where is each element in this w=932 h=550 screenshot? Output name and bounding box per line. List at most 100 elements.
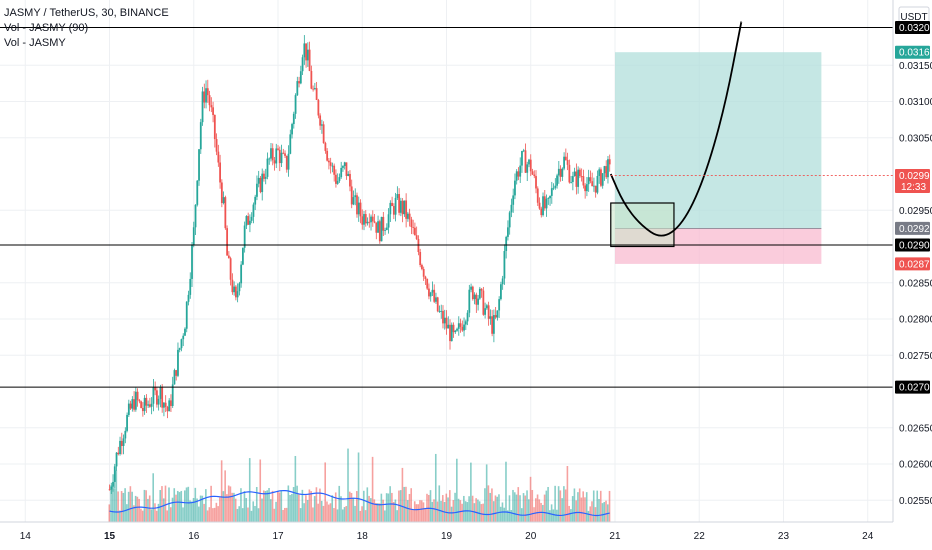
candle-body — [198, 149, 200, 181]
time-tick-label: 21 — [609, 531, 621, 542]
volume-bar — [268, 488, 270, 522]
candle-body — [489, 316, 492, 319]
candle-body — [226, 228, 229, 256]
candle-body — [578, 169, 581, 177]
candle-body — [545, 198, 548, 209]
candle-body — [313, 88, 316, 89]
volume-bar — [154, 503, 156, 522]
volume-bar — [484, 488, 486, 522]
volume-bar — [412, 509, 414, 522]
volume-bar — [582, 491, 584, 522]
candle-body — [259, 177, 262, 193]
candle-body — [459, 323, 462, 327]
candle-body — [531, 171, 534, 175]
volume-bar — [187, 486, 190, 522]
last-price-badge[interactable] — [895, 168, 930, 193]
candle-body — [177, 349, 179, 376]
candle-body — [443, 317, 446, 324]
candle-body — [471, 286, 474, 300]
volume-bar — [543, 494, 546, 522]
candle-body — [573, 171, 576, 177]
candle-body — [166, 406, 169, 412]
last-price-badge-countdown: 12:33 — [901, 182, 926, 193]
volume-bar — [357, 452, 360, 522]
volume-bar — [594, 507, 597, 522]
candle-body — [212, 107, 214, 116]
volume-bar — [282, 509, 284, 522]
volume-bar — [175, 494, 177, 522]
candle-body — [501, 278, 504, 285]
candle-body — [494, 315, 497, 318]
candle-body — [382, 216, 385, 231]
candle-body — [252, 204, 255, 217]
volume-bar — [301, 489, 304, 522]
candle-body — [245, 216, 248, 226]
volume-bar — [238, 506, 240, 522]
candle-body — [338, 177, 341, 181]
volume-bar — [515, 494, 518, 522]
volume-bar — [231, 492, 233, 522]
take-profit-zone[interactable] — [614, 52, 822, 229]
candle-body — [522, 150, 525, 152]
candle-body — [454, 330, 457, 333]
candle-body — [113, 466, 116, 482]
candle-body — [571, 176, 574, 182]
volume-bar — [363, 490, 365, 522]
candle-body — [240, 264, 243, 284]
candle-body — [547, 198, 550, 199]
volume-bar — [378, 503, 381, 522]
volume-bar — [596, 490, 599, 522]
candle-body — [491, 316, 494, 334]
volume-bar — [226, 494, 228, 522]
volume-bar — [136, 496, 139, 522]
projection-curve[interactable] — [609, 21, 743, 237]
candle-body — [229, 258, 232, 280]
volume-bar — [169, 507, 172, 522]
volume-bar — [552, 509, 555, 522]
volume-bar — [299, 508, 302, 522]
candle-body — [275, 148, 278, 164]
level-price-badge[interactable] — [895, 21, 930, 35]
candle-body — [224, 197, 227, 229]
level-price-badge[interactable] — [895, 380, 930, 394]
symbol-title[interactable]: JASMY / TetherUS, 30, BINANCE — [4, 7, 169, 19]
volume-indicator-label[interactable]: Vol - JASMY (90) — [4, 22, 89, 34]
volume-bar — [535, 498, 537, 522]
volume-bar — [271, 490, 274, 522]
stop-price-badge[interactable] — [895, 257, 930, 271]
candle-body — [394, 197, 397, 215]
level-price-badge[interactable] — [895, 238, 930, 252]
volume-bar — [392, 501, 395, 522]
candle-body — [380, 216, 383, 242]
candle-body — [514, 180, 516, 196]
candle-body — [503, 251, 506, 279]
candle-body — [359, 202, 362, 217]
volume-bar — [375, 503, 377, 522]
volume-bar — [571, 496, 574, 522]
volume-bar — [531, 489, 534, 522]
candle-body — [326, 150, 329, 161]
volume-bar — [406, 500, 409, 522]
volume-bar — [191, 501, 193, 522]
volume-bar — [250, 510, 253, 522]
candle-body — [156, 390, 158, 405]
candle-body — [145, 397, 148, 406]
volume-bar — [368, 495, 370, 522]
volume-bar — [291, 494, 293, 522]
volume-bar — [162, 498, 165, 522]
price-axis[interactable] — [893, 0, 932, 550]
volume-bar — [119, 510, 121, 522]
candle-body — [222, 197, 225, 204]
candle-body — [464, 321, 467, 325]
candle-body — [287, 153, 290, 170]
candle-body — [387, 214, 390, 228]
entry-price-badge-text: 0.02925 — [899, 224, 932, 235]
volume-indicator-label-2[interactable]: Vol - JASMY — [4, 37, 66, 49]
target-price-badge[interactable] — [895, 45, 930, 59]
candle-body — [510, 204, 513, 213]
candle-body — [419, 252, 422, 266]
volume-bar — [147, 498, 149, 522]
entry-price-badge[interactable] — [895, 221, 930, 235]
volume-bar — [547, 486, 549, 522]
